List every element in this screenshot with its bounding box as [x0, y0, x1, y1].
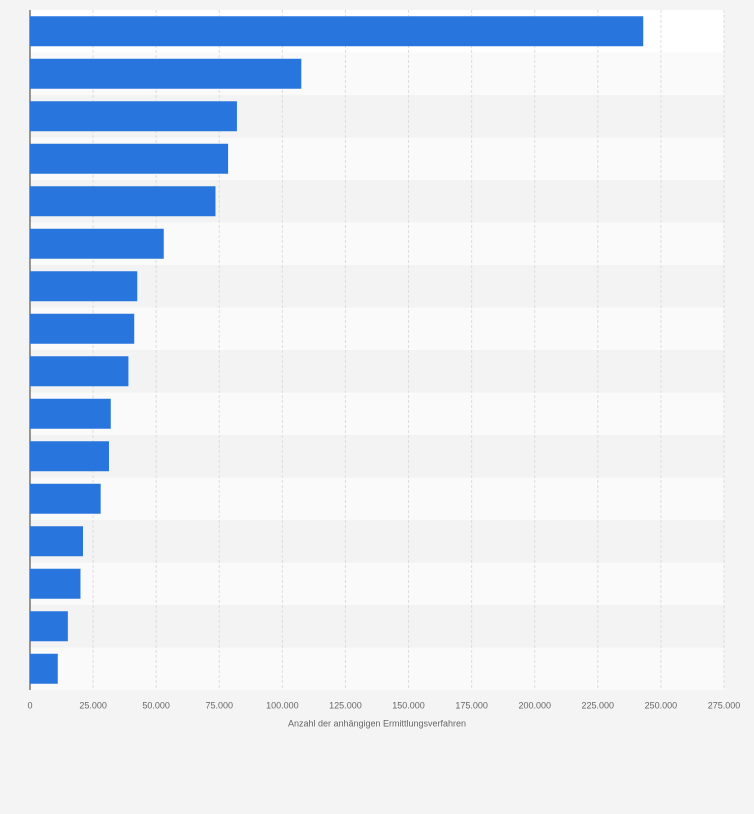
x-tick-label: 100.000	[266, 700, 299, 710]
bar	[30, 16, 644, 47]
bar	[30, 483, 101, 514]
x-tick-label: 25.000	[79, 700, 107, 710]
bar	[30, 101, 237, 132]
x-tick-label: 125.000	[329, 700, 362, 710]
row-band	[30, 392, 724, 435]
bar	[30, 143, 229, 174]
x-tick-label: 175.000	[455, 700, 488, 710]
bar	[30, 271, 138, 302]
bar	[30, 526, 83, 557]
x-tick-label: 75.000	[206, 700, 234, 710]
x-tick-label: 50.000	[142, 700, 170, 710]
bar	[30, 568, 81, 599]
x-tick-label: 200.000	[518, 700, 551, 710]
bar	[30, 611, 68, 642]
bar	[30, 186, 216, 217]
x-tick-label: 225.000	[582, 700, 615, 710]
bar	[30, 58, 302, 89]
bar	[30, 228, 164, 259]
bar	[30, 313, 135, 344]
bar	[30, 356, 129, 387]
row-band	[30, 435, 724, 478]
bar	[30, 398, 111, 429]
row-band	[30, 562, 724, 605]
bar	[30, 441, 109, 472]
row-band	[30, 647, 724, 690]
x-tick-label: 250.000	[645, 700, 678, 710]
row-band	[30, 350, 724, 393]
bar	[30, 653, 58, 684]
x-tick-label: 275.000	[708, 700, 741, 710]
x-tick-label: 150.000	[392, 700, 425, 710]
x-axis-label: Anzahl der anhängigen Ermittlungsverfahr…	[288, 718, 466, 728]
row-band	[30, 307, 724, 350]
row-band	[30, 605, 724, 648]
row-band	[30, 265, 724, 308]
x-tick-label: 0	[27, 700, 32, 710]
row-band	[30, 477, 724, 520]
row-band	[30, 520, 724, 563]
